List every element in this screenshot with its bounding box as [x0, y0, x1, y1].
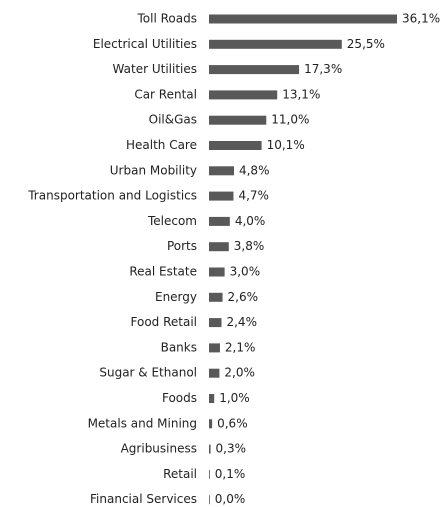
- value-label: 1,0%: [219, 391, 250, 405]
- bar: [209, 419, 213, 429]
- value-label: 4,0%: [235, 214, 266, 228]
- value-label: 11,0%: [271, 113, 309, 127]
- value-label: 2,6%: [228, 290, 259, 304]
- bar: [209, 444, 211, 454]
- category-label: Health Care: [126, 138, 197, 152]
- value-label: 0,6%: [217, 416, 248, 430]
- category-label: Food Retail: [131, 315, 198, 329]
- category-label: Oil&Gas: [149, 113, 197, 127]
- bar: [209, 90, 278, 100]
- value-label: 4,7%: [238, 189, 268, 203]
- bar: [209, 14, 397, 24]
- category-label: Car Rental: [134, 87, 197, 101]
- category-label: Sugar & Ethanol: [99, 366, 197, 380]
- category-label: Metals and Mining: [88, 416, 197, 430]
- bar: [209, 495, 210, 505]
- bar: [209, 242, 229, 252]
- value-label: 3,8%: [234, 239, 265, 253]
- value-label: 10,1%: [267, 138, 305, 152]
- category-label: Real Estate: [129, 265, 197, 279]
- category-label: Agribusiness: [121, 442, 197, 456]
- category-label: Foods: [162, 391, 197, 405]
- value-label: 25,5%: [347, 37, 385, 51]
- bar: [209, 115, 267, 125]
- category-label: Financial Services: [90, 492, 197, 506]
- bar: [209, 166, 234, 176]
- category-label: Water Utilities: [113, 62, 197, 76]
- value-label: 17,3%: [304, 62, 342, 76]
- value-label: 0,1%: [215, 467, 246, 481]
- category-label: Urban Mobility: [110, 163, 197, 177]
- bar: [209, 65, 300, 75]
- category-label: Energy: [155, 290, 197, 304]
- category-label: Banks: [161, 340, 197, 354]
- bar: [209, 141, 262, 150]
- bar: [209, 343, 220, 353]
- value-label: 4,8%: [239, 163, 270, 177]
- value-label: 13,1%: [282, 87, 320, 101]
- value-label: 3,0%: [230, 265, 261, 279]
- bar: [209, 292, 223, 302]
- bar: [209, 39, 342, 49]
- bar: [209, 469, 210, 479]
- value-label: 0,0%: [215, 492, 246, 506]
- bar: [209, 267, 225, 277]
- value-label: 2,4%: [226, 315, 256, 329]
- value-label: 0,3%: [216, 442, 247, 456]
- category-label: Electrical Utilities: [93, 37, 197, 51]
- bar: [209, 394, 215, 403]
- category-label: Ports: [167, 239, 197, 253]
- bar: [209, 368, 220, 378]
- value-label: 2,0%: [224, 366, 255, 380]
- category-label: Transportation and Logistics: [27, 189, 197, 203]
- bar: [209, 191, 234, 201]
- category-label: Retail: [163, 467, 197, 481]
- bar: [209, 216, 230, 226]
- category-label: Telecom: [147, 214, 197, 228]
- bar: [209, 318, 222, 328]
- value-label: 36,1%: [402, 12, 440, 26]
- category-label: Toll Roads: [137, 12, 197, 26]
- value-label: 2,1%: [225, 340, 256, 354]
